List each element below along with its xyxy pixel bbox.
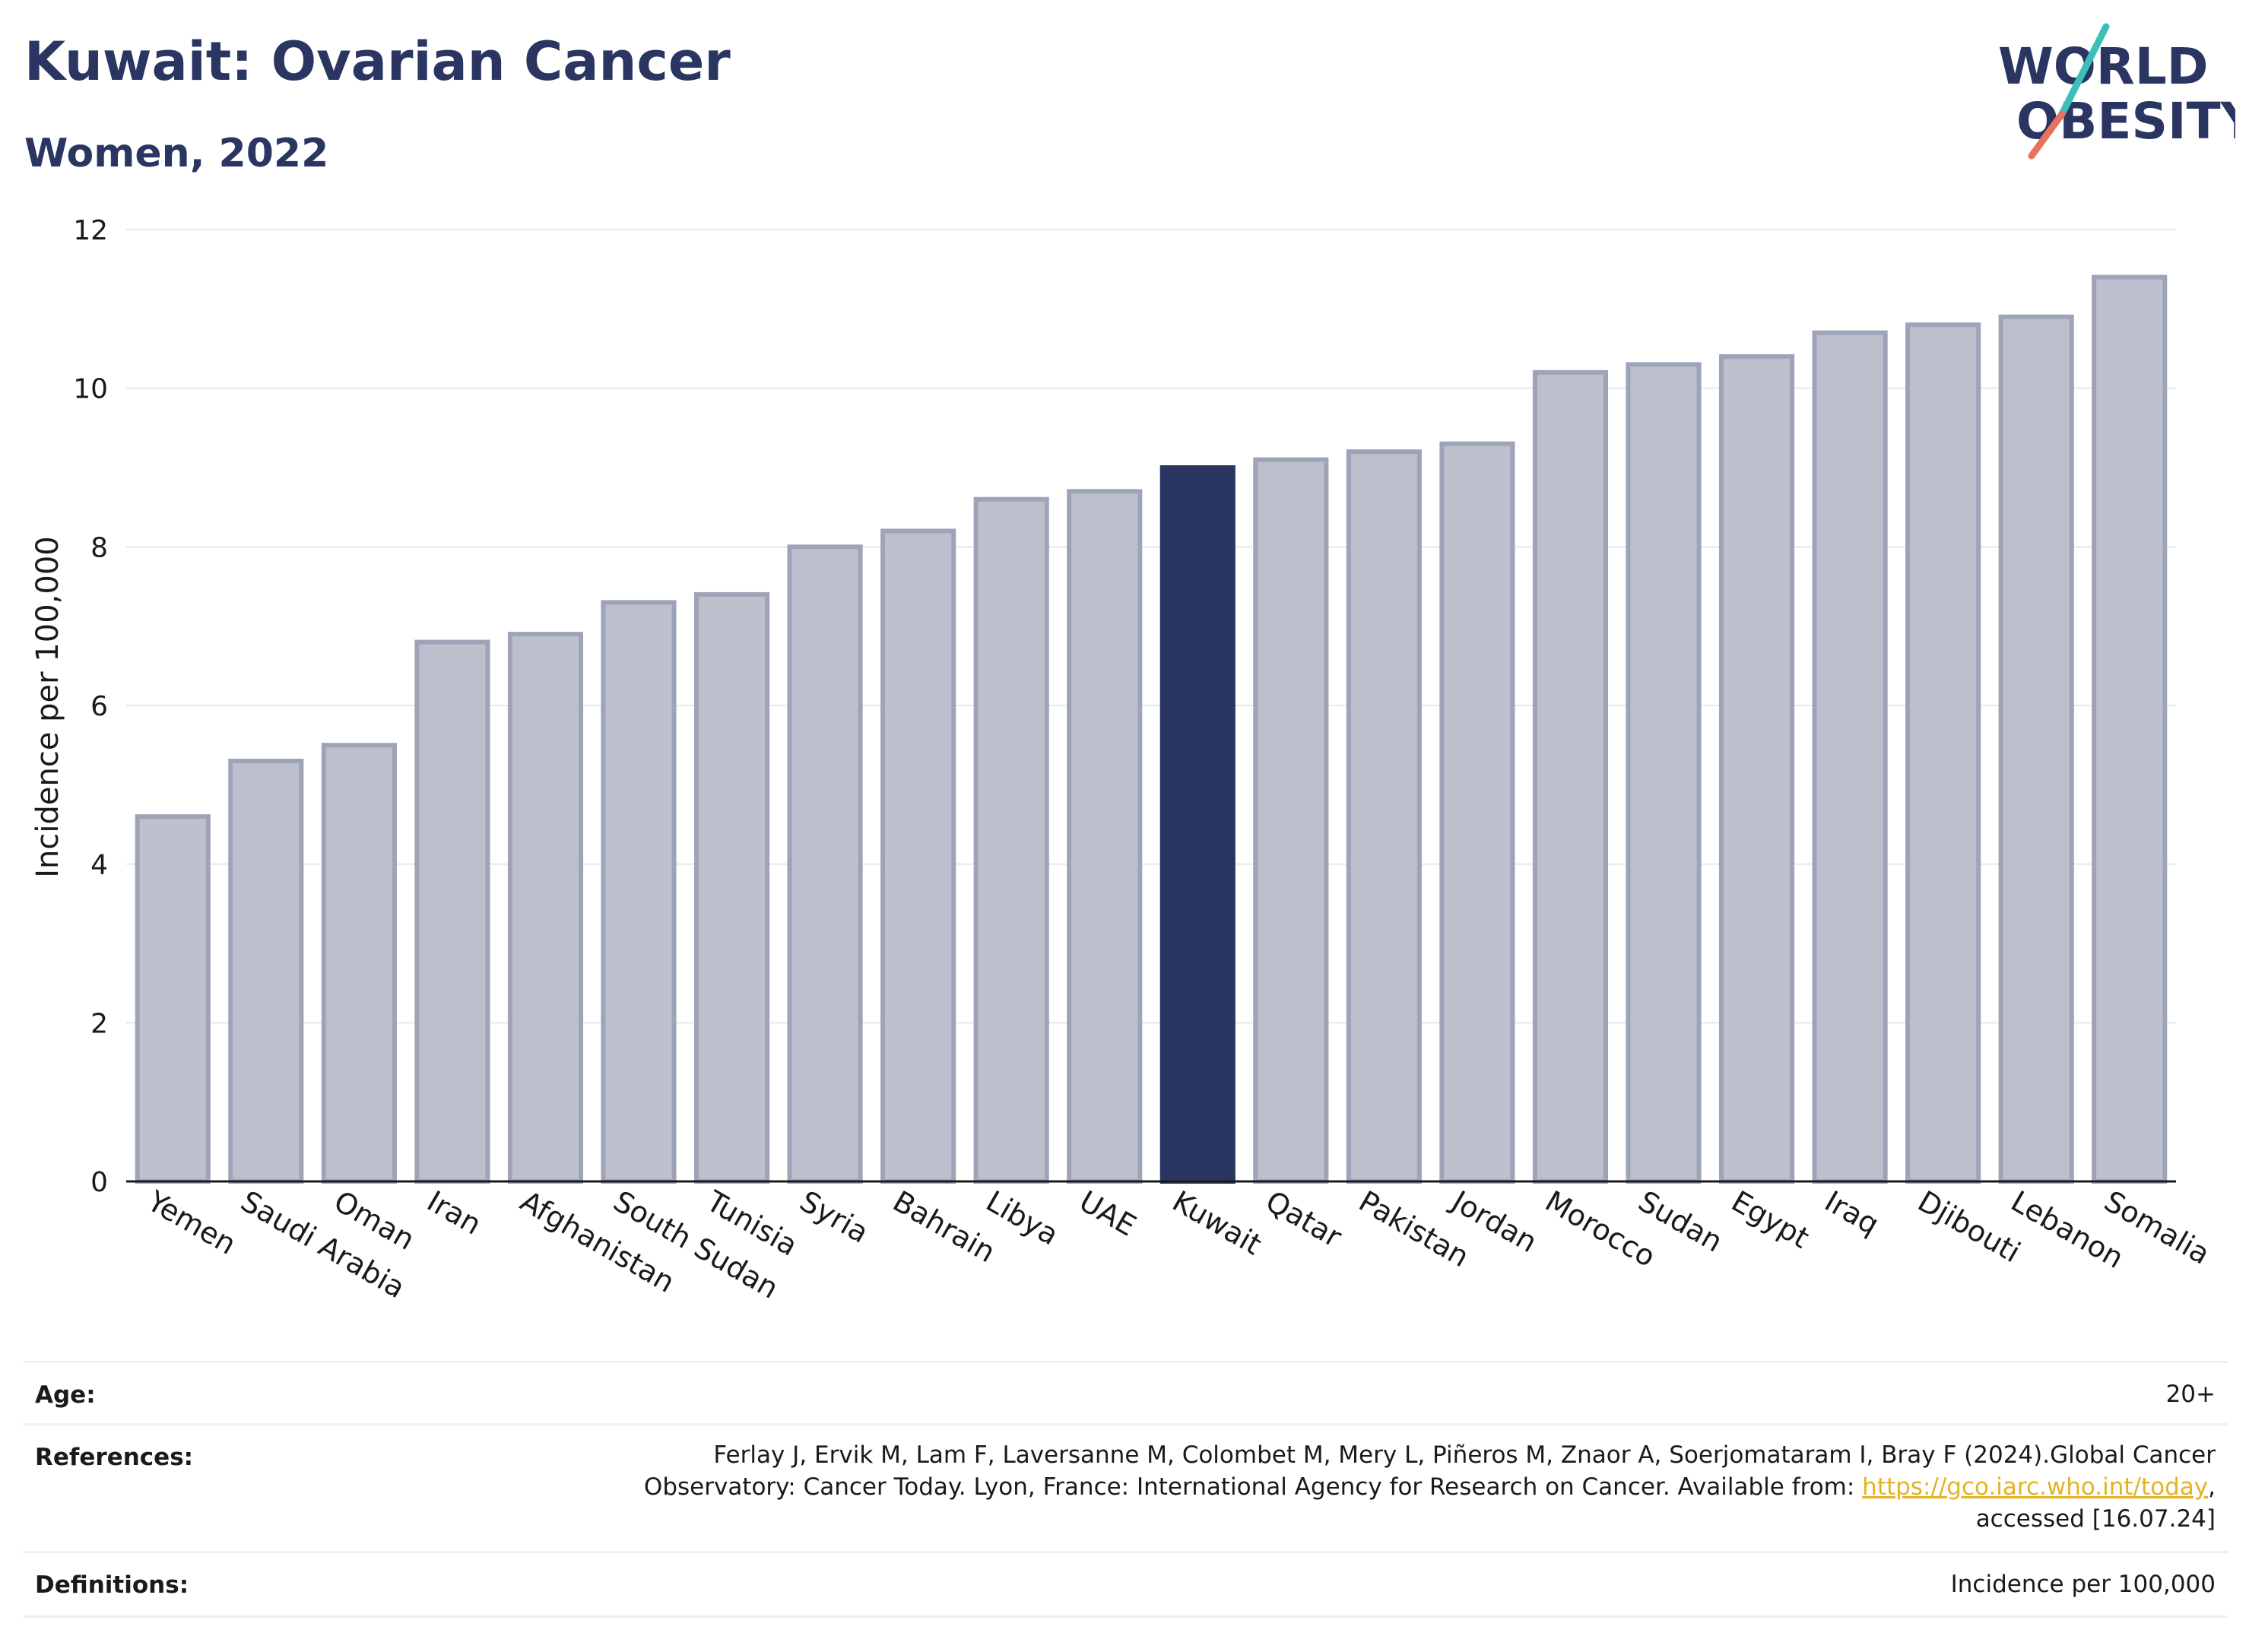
bar-kuwait: [1159, 465, 1236, 1184]
bar-iran: [414, 639, 490, 1184]
references-line-1: Ferlay J, Ervik M, Lam F, Laversanne M, …: [713, 1441, 2216, 1469]
bar-libya: [973, 496, 1049, 1184]
bar-pakistan: [1346, 449, 1422, 1184]
y-tick-label: 2: [90, 1008, 108, 1039]
x-tick-label: Yemen: [141, 1184, 242, 1261]
references-text: Ferlay J, Ervik M, Lam F, Laversanne M, …: [644, 1439, 2216, 1535]
bar-syria: [787, 544, 863, 1184]
bar-lebanon: [1998, 314, 2074, 1184]
bar-bahrain: [880, 528, 956, 1184]
logo-slash-bottom: [2028, 110, 2066, 160]
age-label: Age:: [35, 1381, 96, 1409]
references-label: References:: [35, 1444, 194, 1471]
age-value: 20+: [2165, 1381, 2216, 1408]
bar-south-sudan: [601, 600, 677, 1184]
bar-morocco: [1532, 369, 1609, 1184]
bar-qatar: [1253, 457, 1329, 1184]
bar-uae: [1067, 489, 1143, 1184]
x-tick-label: Qatar: [1260, 1184, 1347, 1254]
age-row: Age: 20+: [23, 1361, 2228, 1425]
x-tick-label: Syria: [795, 1184, 874, 1250]
bar-jordan: [1439, 441, 1515, 1184]
bar-afghanistan: [507, 632, 584, 1184]
references-line-2-text: Observatory: Cancer Today. Lyon, France:…: [643, 1473, 1863, 1501]
bar-tunisia: [693, 591, 770, 1184]
y-tick-label: 6: [90, 691, 108, 722]
references-line-2: Observatory: Cancer Today. Lyon, France:…: [644, 1471, 2216, 1503]
page-subtitle: Women, 2022: [24, 131, 329, 176]
bar-iraq: [1812, 330, 1888, 1184]
x-tick-label: Bahrain: [887, 1184, 1001, 1270]
references-line-3: accessed [16.07.24]: [1975, 1505, 2216, 1533]
y-tick-label: 0: [90, 1167, 108, 1198]
y-tick-label: 12: [73, 215, 108, 246]
x-tick-label: Egypt: [1726, 1184, 1815, 1255]
x-tick-label: UAE: [1074, 1184, 1141, 1243]
definitions-label: Definitions:: [35, 1571, 189, 1599]
references-line-2-end: ,: [2208, 1473, 2216, 1501]
y-tick-label: 4: [90, 850, 108, 881]
bar-yemen: [135, 814, 211, 1184]
world-obesity-logo: WORLD OBESITY: [1998, 23, 2235, 160]
y-axis-title: Incidence per 100,000: [30, 536, 65, 878]
y-tick-label: 8: [90, 532, 108, 563]
page-title: Kuwait: Ovarian Cancer: [24, 30, 731, 93]
references-link[interactable]: https://gco.iarc.who.int/today: [1862, 1473, 2209, 1501]
definitions-row: Definitions: Incidence per 100,000: [23, 1551, 2228, 1618]
references-row: References: Ferlay J, Ervik M, Lam F, La…: [23, 1423, 2228, 1553]
bar-sudan: [1626, 362, 1702, 1184]
bars: [135, 274, 2168, 1184]
bar-djibouti: [1905, 322, 1981, 1184]
x-tick-label: Kuwait: [1167, 1184, 1267, 1262]
bar-somalia: [2092, 274, 2168, 1184]
bar-oman: [321, 743, 397, 1184]
definitions-value: Incidence per 100,000: [1950, 1571, 2216, 1598]
logo-slash-top: [2058, 23, 2110, 118]
x-tick-label: Iraq: [1819, 1184, 1885, 1241]
bar-saudi-arabia: [228, 759, 304, 1184]
bar-egypt: [1718, 354, 1795, 1184]
y-tick-label: 10: [73, 374, 108, 405]
logo-line-1: WORLD: [1998, 37, 2209, 96]
x-tick-label: Djibouti: [1912, 1184, 2026, 1270]
x-tick-label: Iran: [421, 1184, 487, 1241]
